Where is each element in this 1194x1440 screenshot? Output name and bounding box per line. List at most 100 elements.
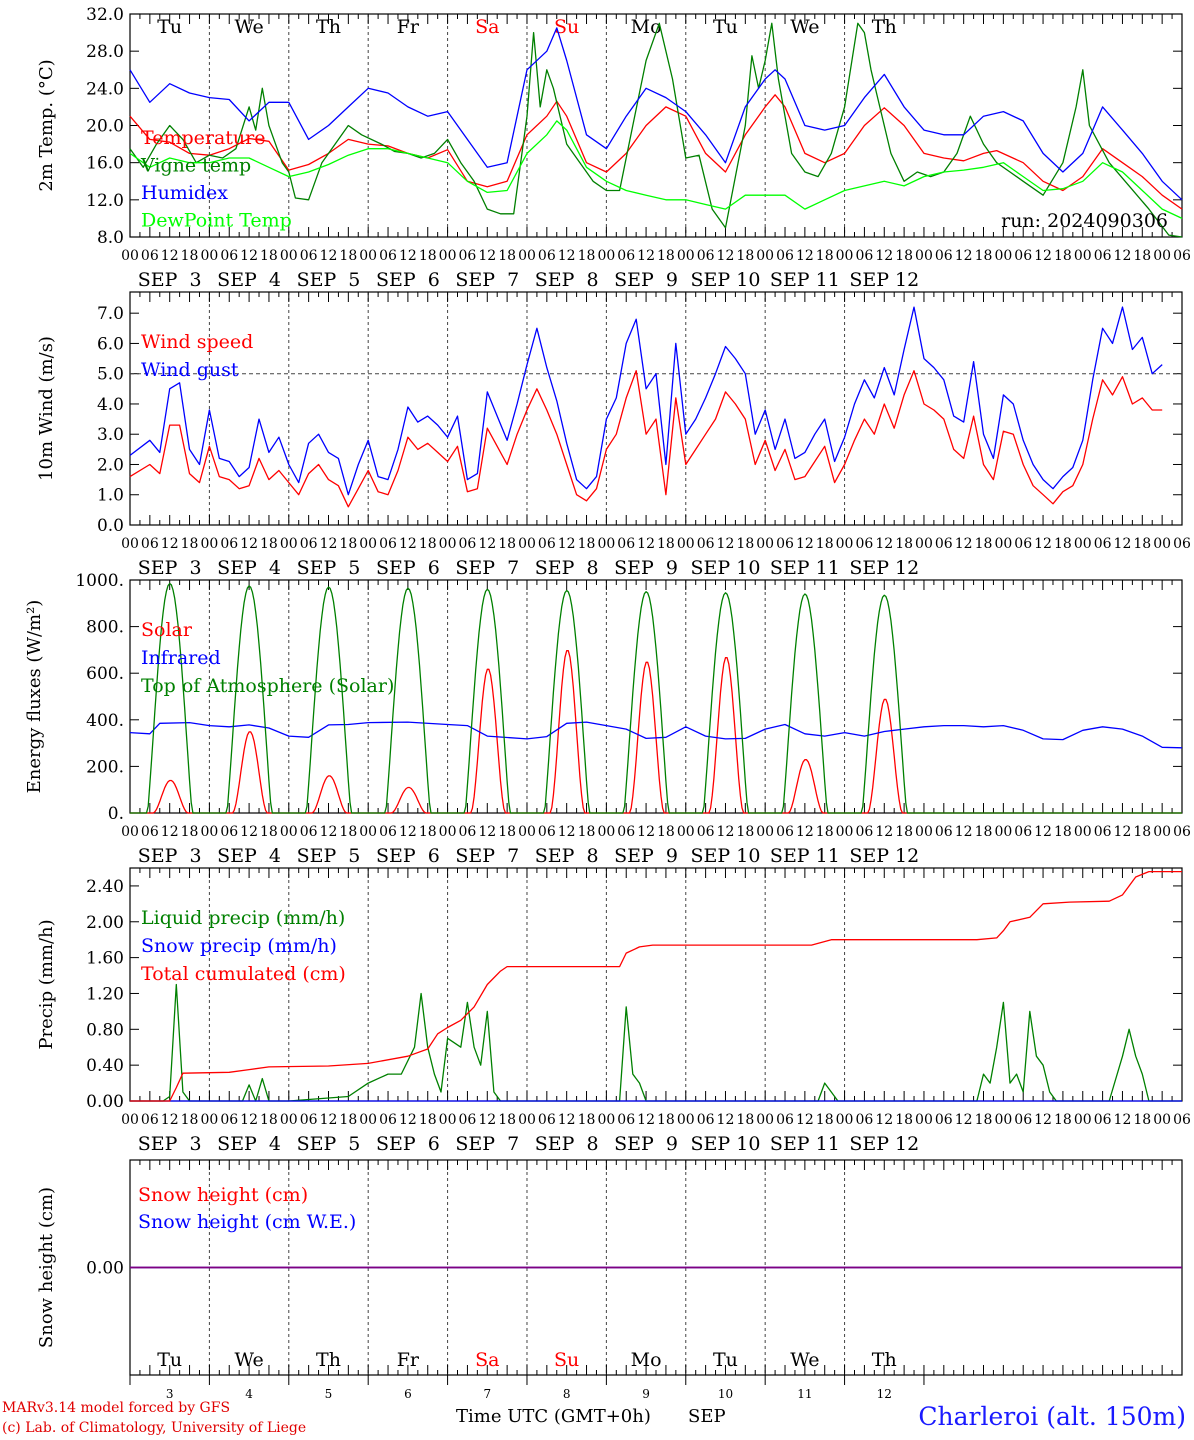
hour-tick-label: 12 (161, 248, 179, 264)
date-label: SEP 9 (614, 845, 678, 867)
series-infrared (129, 721, 1183, 749)
y-tick-label: 4.0 (97, 395, 124, 415)
date-label: SEP 10 (691, 1133, 761, 1155)
series-dewpoint-temp (129, 120, 1183, 219)
y-tick-label: 1.60 (86, 949, 124, 969)
y-tick-label: 0. (108, 804, 124, 824)
hour-tick-label: 18 (975, 1112, 993, 1128)
hour-tick-label: 06 (1173, 824, 1191, 840)
hour-tick-label: 00 (200, 536, 218, 552)
hour-tick-label: 06 (856, 824, 874, 840)
hour-tick-label: 18 (895, 1112, 913, 1128)
hour-tick-label: 06 (776, 1112, 794, 1128)
hour-tick-label: 12 (558, 248, 576, 264)
hour-tick-label: 12 (478, 824, 496, 840)
hour-tick-label: 12 (320, 824, 338, 840)
hour-tick-label: 18 (181, 536, 199, 552)
hour-tick-label: 06 (220, 1112, 238, 1128)
hour-tick-label: 00 (597, 248, 615, 264)
day-number-label: 12 (877, 1387, 892, 1401)
hour-tick-label: 18 (736, 824, 754, 840)
hour-tick-label: 06 (141, 536, 159, 552)
date-label: SEP 11 (770, 269, 840, 291)
y-tick-label: 1000. (75, 571, 124, 591)
hour-tick-label: 00 (359, 536, 377, 552)
hour-tick-label: 12 (1114, 248, 1132, 264)
hour-tick-label: 12 (558, 536, 576, 552)
hour-tick-label: 18 (895, 248, 913, 264)
y-tick-label: 12.0 (86, 191, 124, 211)
hour-tick-label: 18 (578, 248, 596, 264)
hour-tick-label: 12 (717, 824, 735, 840)
hour-tick-label: 12 (558, 1112, 576, 1128)
hour-tick-label: 18 (975, 248, 993, 264)
hour-tick-label: 06 (141, 824, 159, 840)
y-tick-label: 0.00 (86, 1259, 124, 1279)
hour-tick-label: 12 (717, 536, 735, 552)
date-label: SEP 10 (691, 845, 761, 867)
hour-tick-label: 12 (955, 1112, 973, 1128)
hour-tick-label: 12 (161, 1112, 179, 1128)
time-axis-label: Time UTC (GMT+0h) (456, 1406, 651, 1427)
hour-tick-label: 00 (915, 536, 933, 552)
y-tick-label: 16.0 (86, 154, 124, 174)
weekday-label: Tu (157, 16, 182, 38)
hour-tick-label: 12 (875, 536, 893, 552)
hour-tick-label: 06 (935, 824, 953, 840)
date-label: SEP 4 (217, 557, 281, 579)
hour-tick-label: 00 (1074, 248, 1092, 264)
date-label: SEP 6 (376, 557, 440, 579)
hour-tick-label: 12 (875, 1112, 893, 1128)
hour-tick-label: 06 (141, 1112, 159, 1128)
y-tick-label: 0.80 (86, 1020, 124, 1040)
hour-tick-label: 18 (1054, 824, 1072, 840)
hour-tick-label: 00 (439, 1112, 457, 1128)
hour-tick-label: 00 (994, 536, 1012, 552)
hour-tick-label: 06 (1014, 824, 1032, 840)
legend-entry: Solar (141, 619, 193, 641)
date-label: SEP 5 (297, 845, 361, 867)
weekday-label: Tu (157, 1349, 182, 1371)
legend-entry: Snow height (cm) (138, 1184, 308, 1206)
hour-tick-label: 06 (300, 1112, 318, 1128)
hour-tick-label: 06 (697, 1112, 715, 1128)
hour-tick-label: 18 (975, 824, 993, 840)
hour-tick-label: 00 (280, 536, 298, 552)
hour-tick-label: 18 (736, 536, 754, 552)
date-label: SEP 7 (455, 1133, 519, 1155)
run-label: run: 2024090306 (1001, 210, 1168, 232)
hour-tick-label: 06 (538, 536, 556, 552)
hour-tick-label: 18 (498, 536, 516, 552)
date-label: SEP 10 (691, 269, 761, 291)
hour-tick-label: 06 (379, 248, 397, 264)
date-label: SEP 12 (849, 1133, 919, 1155)
day-number-label: 10 (718, 1387, 733, 1401)
hour-tick-label: 18 (419, 1112, 437, 1128)
hour-tick-label: 12 (399, 248, 417, 264)
panel-5: 0.00 Snow height (cm) Tu We Th Fr Sa Su Mo Tu We Th… (36, 1159, 1183, 1376)
station-name: Charleroi (alt. 150m) (918, 1402, 1186, 1431)
y-tick-label: 32.0 (86, 5, 124, 25)
hour-tick-label: 18 (498, 1112, 516, 1128)
date-label: SEP 8 (535, 1133, 599, 1155)
hour-tick-label: 12 (240, 248, 258, 264)
legend-entry: Top of Atmosphere (Solar) (141, 675, 394, 697)
hour-tick-label: 06 (935, 1112, 953, 1128)
hour-tick-label: 18 (657, 1112, 675, 1128)
hour-tick-label: 12 (1034, 1112, 1052, 1128)
date-label: SEP 7 (455, 845, 519, 867)
hour-tick-label: 06 (697, 824, 715, 840)
series-wind-speed (129, 370, 1163, 508)
hour-tick-label: 06 (617, 536, 635, 552)
hour-tick-label: 18 (260, 536, 278, 552)
hour-tick-label: 12 (637, 248, 655, 264)
hour-tick-label: 06 (697, 248, 715, 264)
hour-tick-label: 00 (200, 1112, 218, 1128)
hour-tick-label: 06 (856, 536, 874, 552)
legend-entry: Liquid precip (mm/h) (141, 907, 345, 929)
hour-tick-label: 00 (518, 536, 536, 552)
hour-tick-label: 00 (518, 824, 536, 840)
hour-tick-label: 00 (994, 824, 1012, 840)
date-label: SEP 7 (455, 557, 519, 579)
hour-tick-label: 06 (1173, 1112, 1191, 1128)
